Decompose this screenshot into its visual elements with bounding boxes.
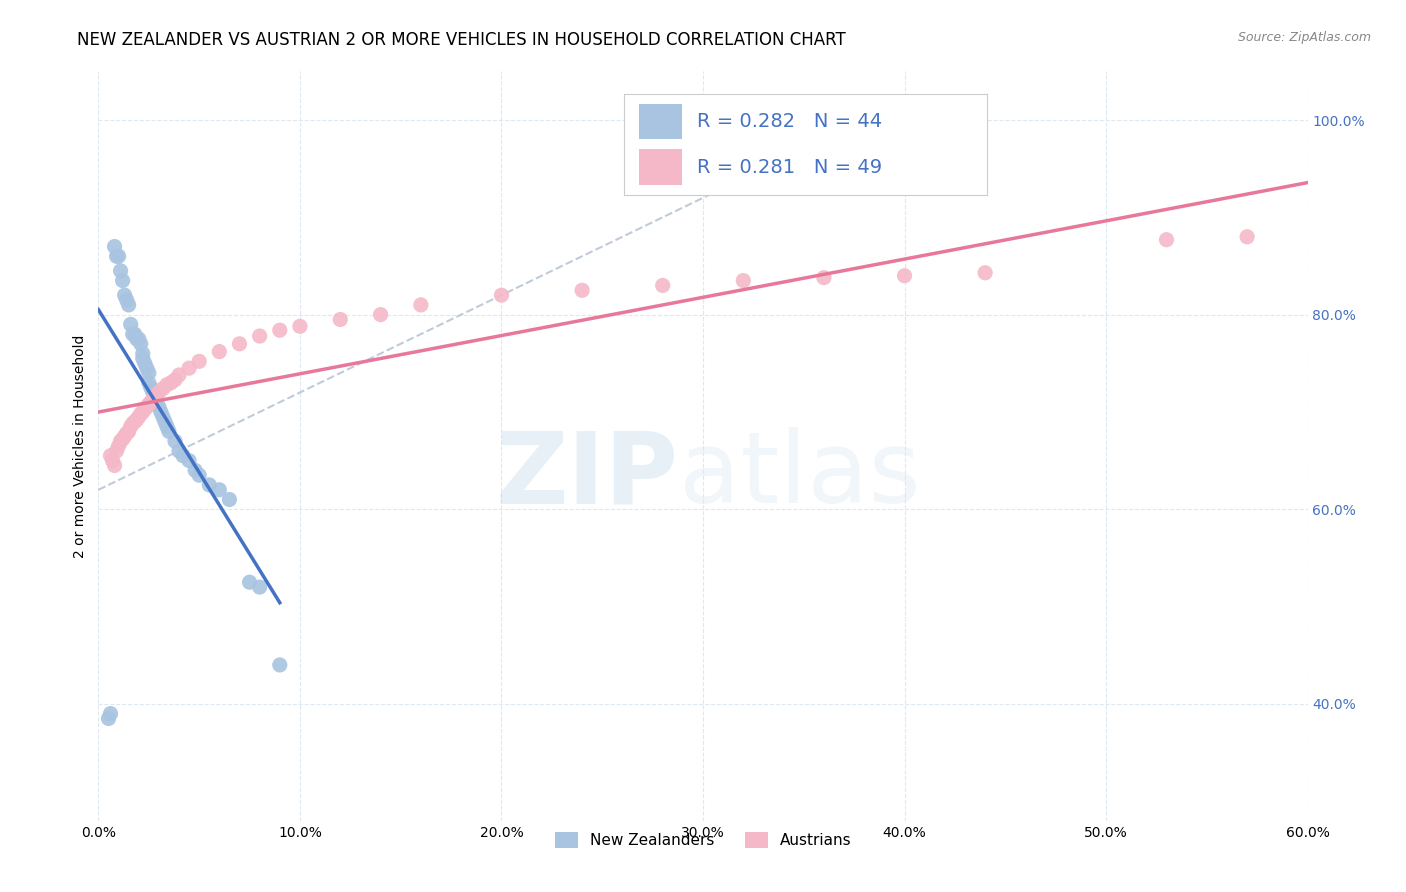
Point <box>148 385 170 400</box>
Point <box>269 657 291 672</box>
Point <box>132 405 155 419</box>
Point <box>105 443 128 458</box>
Point <box>249 580 271 594</box>
Point <box>107 249 129 263</box>
Point <box>103 239 125 253</box>
Point <box>125 413 148 427</box>
Point <box>132 351 155 366</box>
Point <box>156 419 179 434</box>
Point <box>114 429 136 443</box>
Point <box>115 293 138 307</box>
Point <box>120 318 142 332</box>
Text: NEW ZEALANDER VS AUSTRIAN 2 OR MORE VEHICLES IN HOUSEHOLD CORRELATION CHART: NEW ZEALANDER VS AUSTRIAN 2 OR MORE VEHI… <box>77 31 846 49</box>
Point <box>134 356 156 370</box>
Point <box>142 392 165 407</box>
Point <box>139 395 162 409</box>
Point <box>111 274 134 288</box>
Point <box>115 426 138 441</box>
Point <box>100 706 122 721</box>
Point <box>129 407 152 421</box>
Point <box>152 382 174 396</box>
Point <box>124 415 146 429</box>
Point <box>97 711 120 725</box>
Point <box>129 336 152 351</box>
Point <box>100 449 122 463</box>
Point <box>128 409 150 424</box>
Point <box>1236 229 1258 244</box>
Point <box>172 449 194 463</box>
Point <box>152 409 174 424</box>
Point <box>571 283 593 297</box>
Point <box>139 381 162 395</box>
Point <box>651 278 673 293</box>
Point <box>329 312 352 326</box>
Point <box>105 249 128 263</box>
Point <box>179 361 201 376</box>
Point <box>269 323 291 337</box>
Text: atlas: atlas <box>679 427 921 524</box>
Point <box>107 439 129 453</box>
Point <box>167 368 190 382</box>
Point <box>1156 233 1178 247</box>
Point <box>132 346 155 360</box>
Legend: New Zealanders, Austrians: New Zealanders, Austrians <box>548 826 858 855</box>
Point <box>733 274 755 288</box>
Point <box>188 354 211 368</box>
Point <box>146 395 169 409</box>
Y-axis label: 2 or more Vehicles in Household: 2 or more Vehicles in Household <box>73 334 87 558</box>
Point <box>110 434 132 449</box>
Point <box>118 425 141 439</box>
Point <box>120 419 142 434</box>
Point <box>163 373 186 387</box>
Point <box>491 288 513 302</box>
Point <box>148 400 170 414</box>
Point <box>153 415 176 429</box>
Point <box>101 453 124 467</box>
Point <box>138 376 160 390</box>
Point <box>156 377 179 392</box>
Point <box>974 266 997 280</box>
Point <box>143 390 166 404</box>
Point <box>149 405 172 419</box>
Point <box>134 402 156 417</box>
Point <box>163 434 186 449</box>
Point <box>121 417 143 431</box>
Point <box>114 288 136 302</box>
Point <box>288 319 311 334</box>
Point <box>135 361 157 376</box>
Point <box>138 366 160 380</box>
Point <box>143 390 166 404</box>
Point <box>146 387 169 401</box>
Point <box>239 575 262 590</box>
Point <box>198 478 221 492</box>
Point <box>208 483 231 497</box>
Point <box>249 329 271 343</box>
Point <box>111 432 134 446</box>
Point <box>110 264 132 278</box>
Point <box>118 298 141 312</box>
Text: Source: ZipAtlas.com: Source: ZipAtlas.com <box>1237 31 1371 45</box>
Point <box>218 492 240 507</box>
Point <box>370 308 392 322</box>
Point <box>160 376 183 390</box>
Point <box>135 400 157 414</box>
Point <box>188 468 211 483</box>
Point <box>184 463 207 477</box>
Point <box>813 270 835 285</box>
Point <box>409 298 432 312</box>
Point <box>142 385 165 400</box>
Point <box>167 443 190 458</box>
Point <box>208 344 231 359</box>
Point <box>157 425 180 439</box>
Point <box>179 453 201 467</box>
Point <box>121 327 143 342</box>
Point <box>138 397 160 411</box>
Point <box>128 332 150 346</box>
Point <box>124 327 146 342</box>
Text: ZIP: ZIP <box>496 427 679 524</box>
Point <box>103 458 125 473</box>
Point <box>125 332 148 346</box>
Point <box>228 336 250 351</box>
Point <box>893 268 915 283</box>
